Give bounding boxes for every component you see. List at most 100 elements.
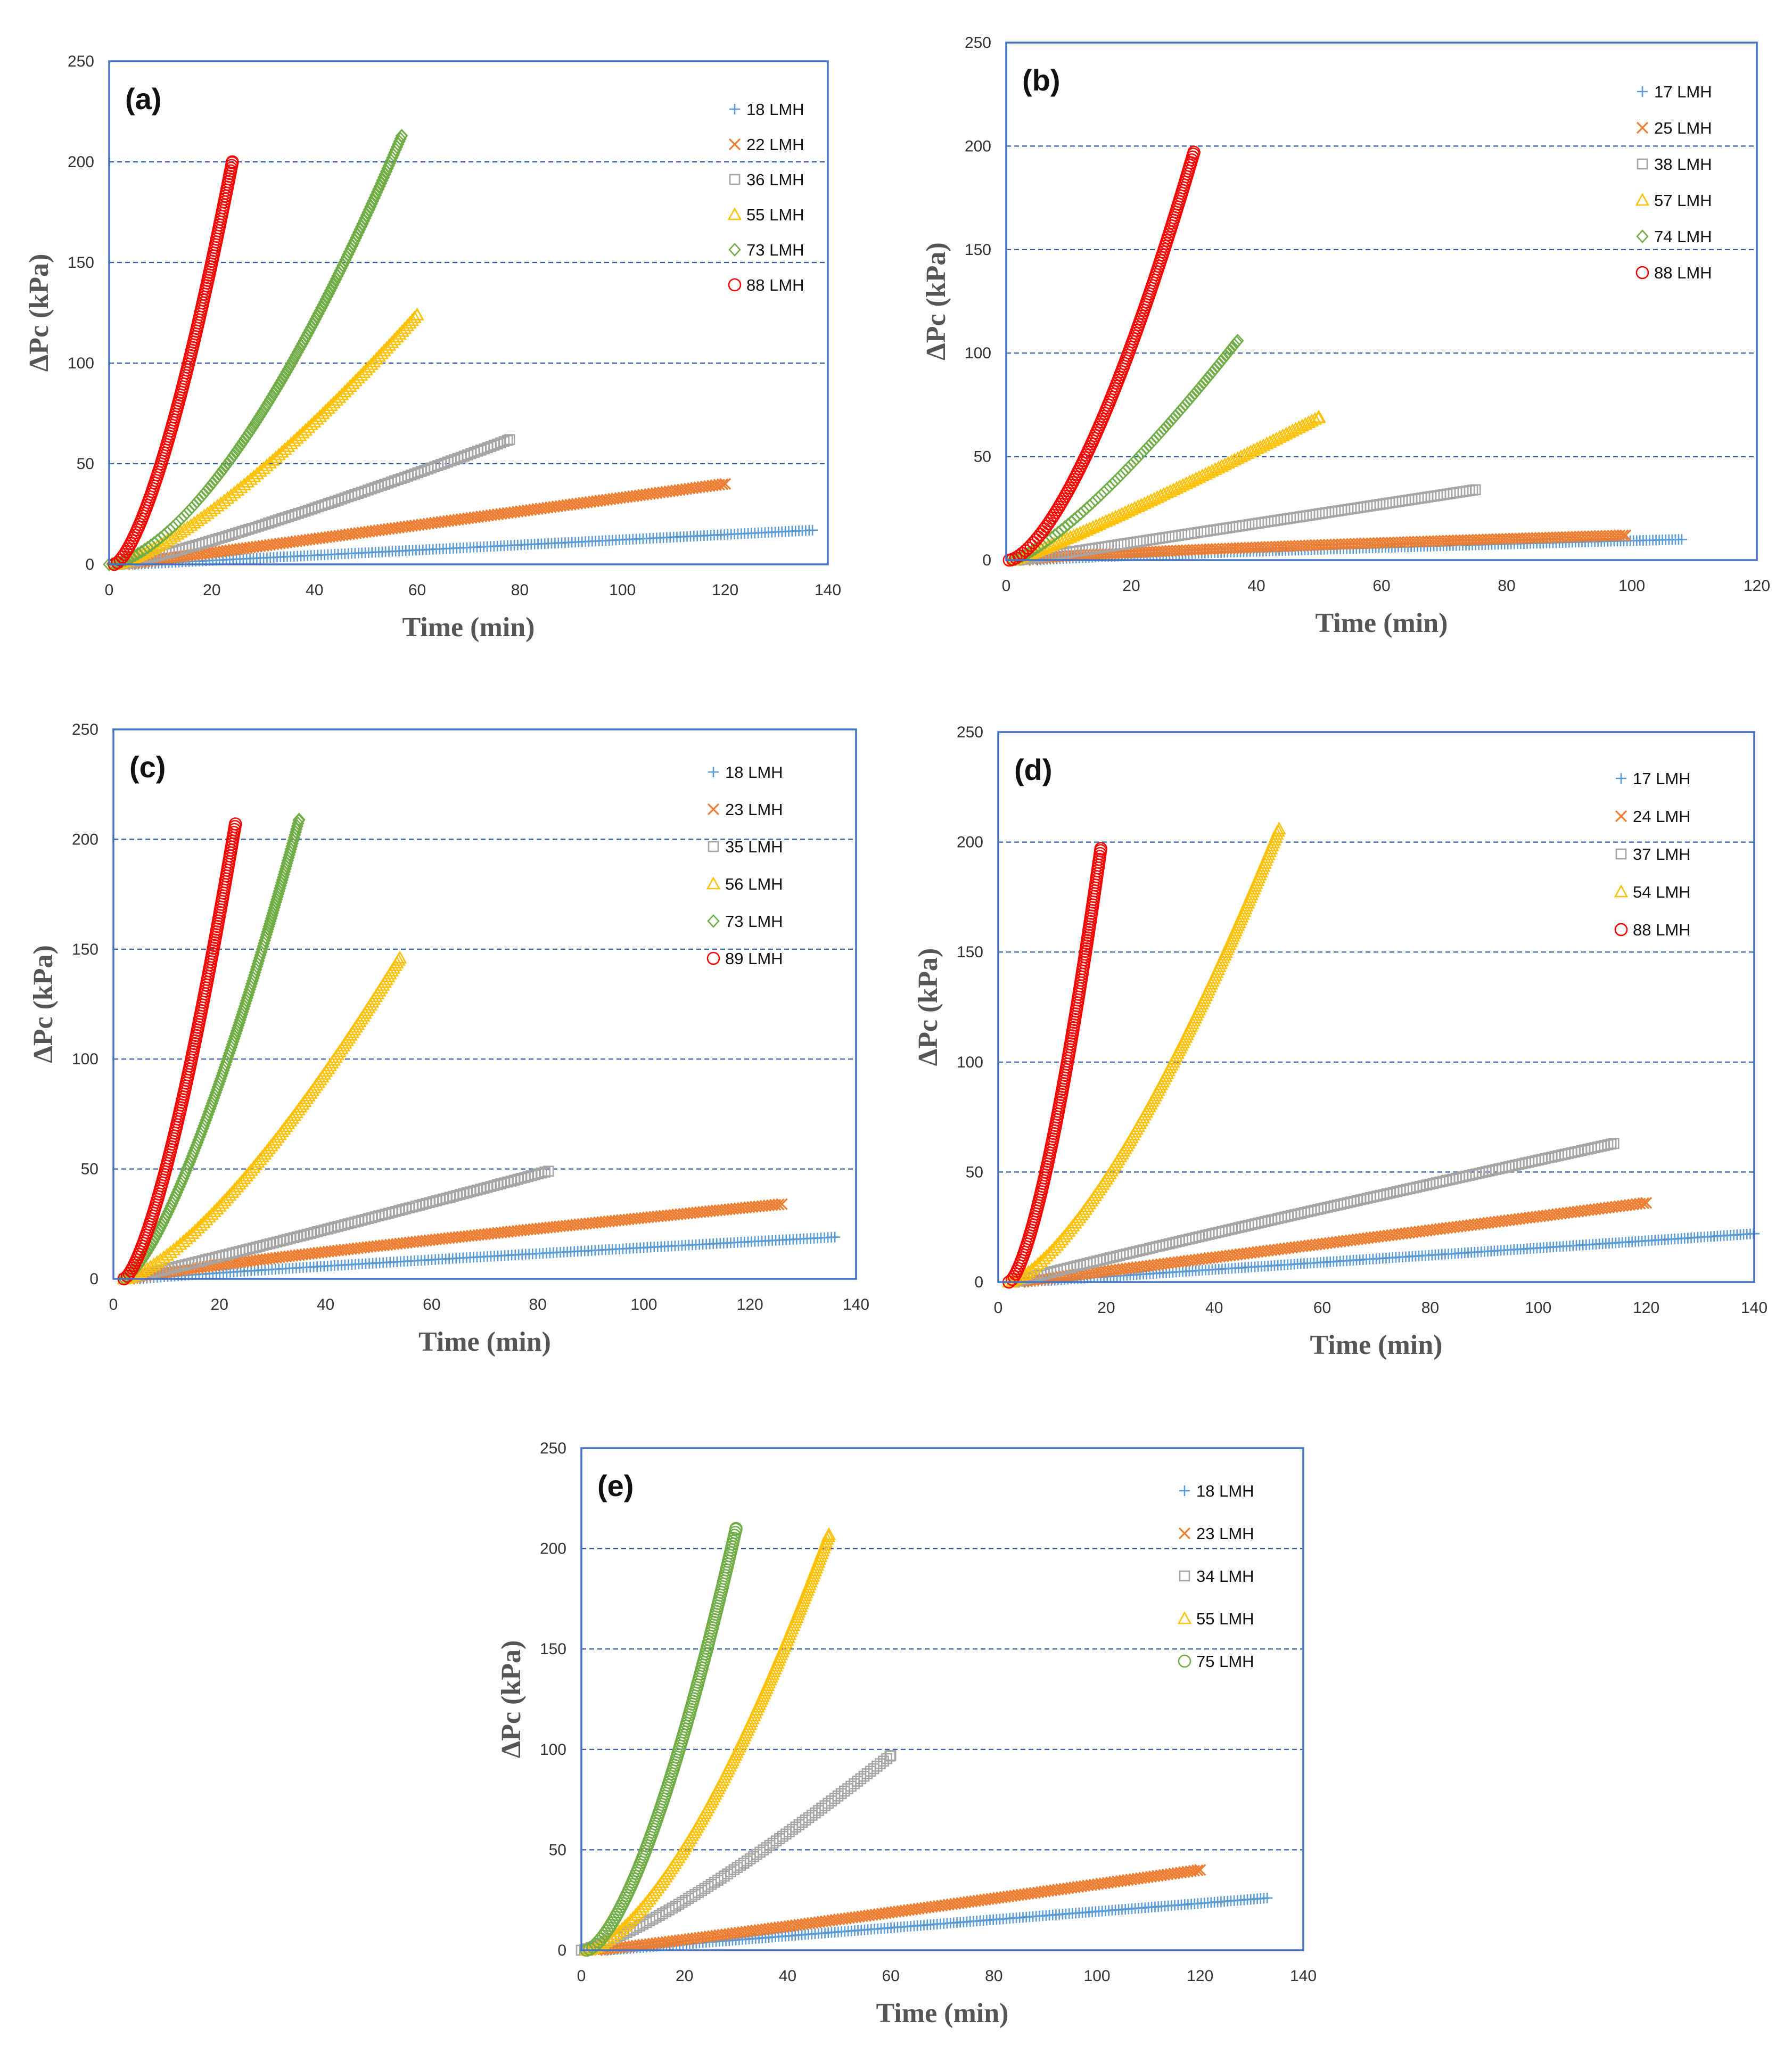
data-point [502,434,513,446]
legend-marker [1614,923,1628,937]
data-point [202,481,215,496]
data-point [225,451,238,465]
data-point [1301,415,1316,429]
data-point [1112,508,1126,521]
data-point [1169,481,1184,494]
data-point [174,524,188,538]
data-point [213,467,226,482]
series-74-lmh [1006,333,1244,567]
y-tick-label: 0 [982,552,991,569]
data-point [1153,488,1168,502]
legend-label: 73 LMH [746,241,804,259]
data-point [190,495,203,509]
y-tick-label: 150 [68,254,94,272]
y-tick-label: 0 [89,1270,98,1288]
y-tick-label: 200 [72,831,98,848]
x-tick-label: 20 [1097,1299,1115,1317]
data-point [1208,462,1222,475]
y-tick-label: 250 [965,34,991,52]
y-tick-label: 50 [966,1163,983,1181]
data-point [1240,446,1255,459]
legend-marker [1616,773,1626,784]
data-point [1285,423,1300,437]
legend-label: 25 LMH [1654,119,1712,137]
data-point [1202,465,1216,478]
data-point [204,479,217,493]
legend-marker [1177,1611,1192,1624]
data-point [1140,495,1155,508]
x-tick-label: 80 [1421,1299,1439,1317]
x-tick-label: 60 [423,1296,440,1313]
legend-marker [1178,1527,1191,1540]
data-point [1179,476,1194,489]
x-tick-label: 80 [511,581,529,599]
data-point [1050,535,1065,548]
y-tick-label: 50 [77,455,94,473]
y-tick-label: 200 [68,153,94,171]
data-point [410,307,424,321]
data-point [1134,497,1148,511]
y-tick-label: 100 [957,1054,983,1071]
x-tick-label: 20 [211,1296,228,1313]
legend-label: 73 LMH [725,912,783,931]
x-tick-label: 100 [630,1296,657,1313]
legend-marker [728,243,741,257]
legend-marker [729,104,740,114]
legend-label: 75 LMH [1196,1652,1254,1671]
data-point [1469,484,1481,496]
legend-label: 37 LMH [1633,845,1691,864]
x-tick-label: 0 [105,581,114,599]
legend-marker [1637,158,1648,170]
legend-marker [1636,121,1649,134]
legend-marker [1615,848,1627,860]
x-tick-label: 20 [1122,577,1140,595]
panel-label: (e) [597,1469,634,1502]
x-tick-label: 40 [1205,1299,1223,1317]
legend-marker [1615,810,1627,823]
data-point [1137,496,1152,510]
legend-marker [708,841,719,852]
data-point [1224,454,1239,467]
data-point [407,310,422,323]
y-tick-label: 0 [557,1942,566,1959]
data-point [1086,520,1100,533]
x-tick-label: 40 [779,1967,796,1985]
legend-marker [1614,884,1629,898]
data-point [1298,417,1313,430]
data-point [719,478,731,490]
data-point [1192,470,1206,483]
legend-label: 55 LMH [746,206,804,224]
series-73-lmh [103,128,408,571]
data-point [1205,463,1219,477]
legend-label: 56 LMH [725,875,783,893]
data-point [1054,534,1068,547]
series-88-lmh [1002,145,1201,567]
data-point [1186,473,1200,486]
x-tick-label: 120 [1744,577,1770,595]
x-tick-label: 80 [985,1967,1002,1985]
legend-label: 18 LMH [725,763,783,782]
data-point [1166,482,1181,496]
data-point [180,520,195,533]
y-tick-label: 0 [85,556,94,573]
y-tick-label: 150 [540,1640,566,1658]
data-point [177,522,192,536]
data-point [1144,493,1158,506]
data-point [1124,502,1139,515]
x-tick-label: 80 [529,1296,546,1313]
data-point [1218,457,1232,471]
legend-label: 38 LMH [1654,155,1712,174]
x-tick-label: 120 [1187,1967,1213,1985]
y-axis-title: ΔPc (kPa) [28,945,59,1063]
data-point [1038,540,1052,554]
data-point [1176,478,1190,491]
data-point [167,529,182,542]
legend-marker [706,951,720,965]
data-point [223,454,236,468]
legend-label: 74 LMH [1654,227,1712,246]
